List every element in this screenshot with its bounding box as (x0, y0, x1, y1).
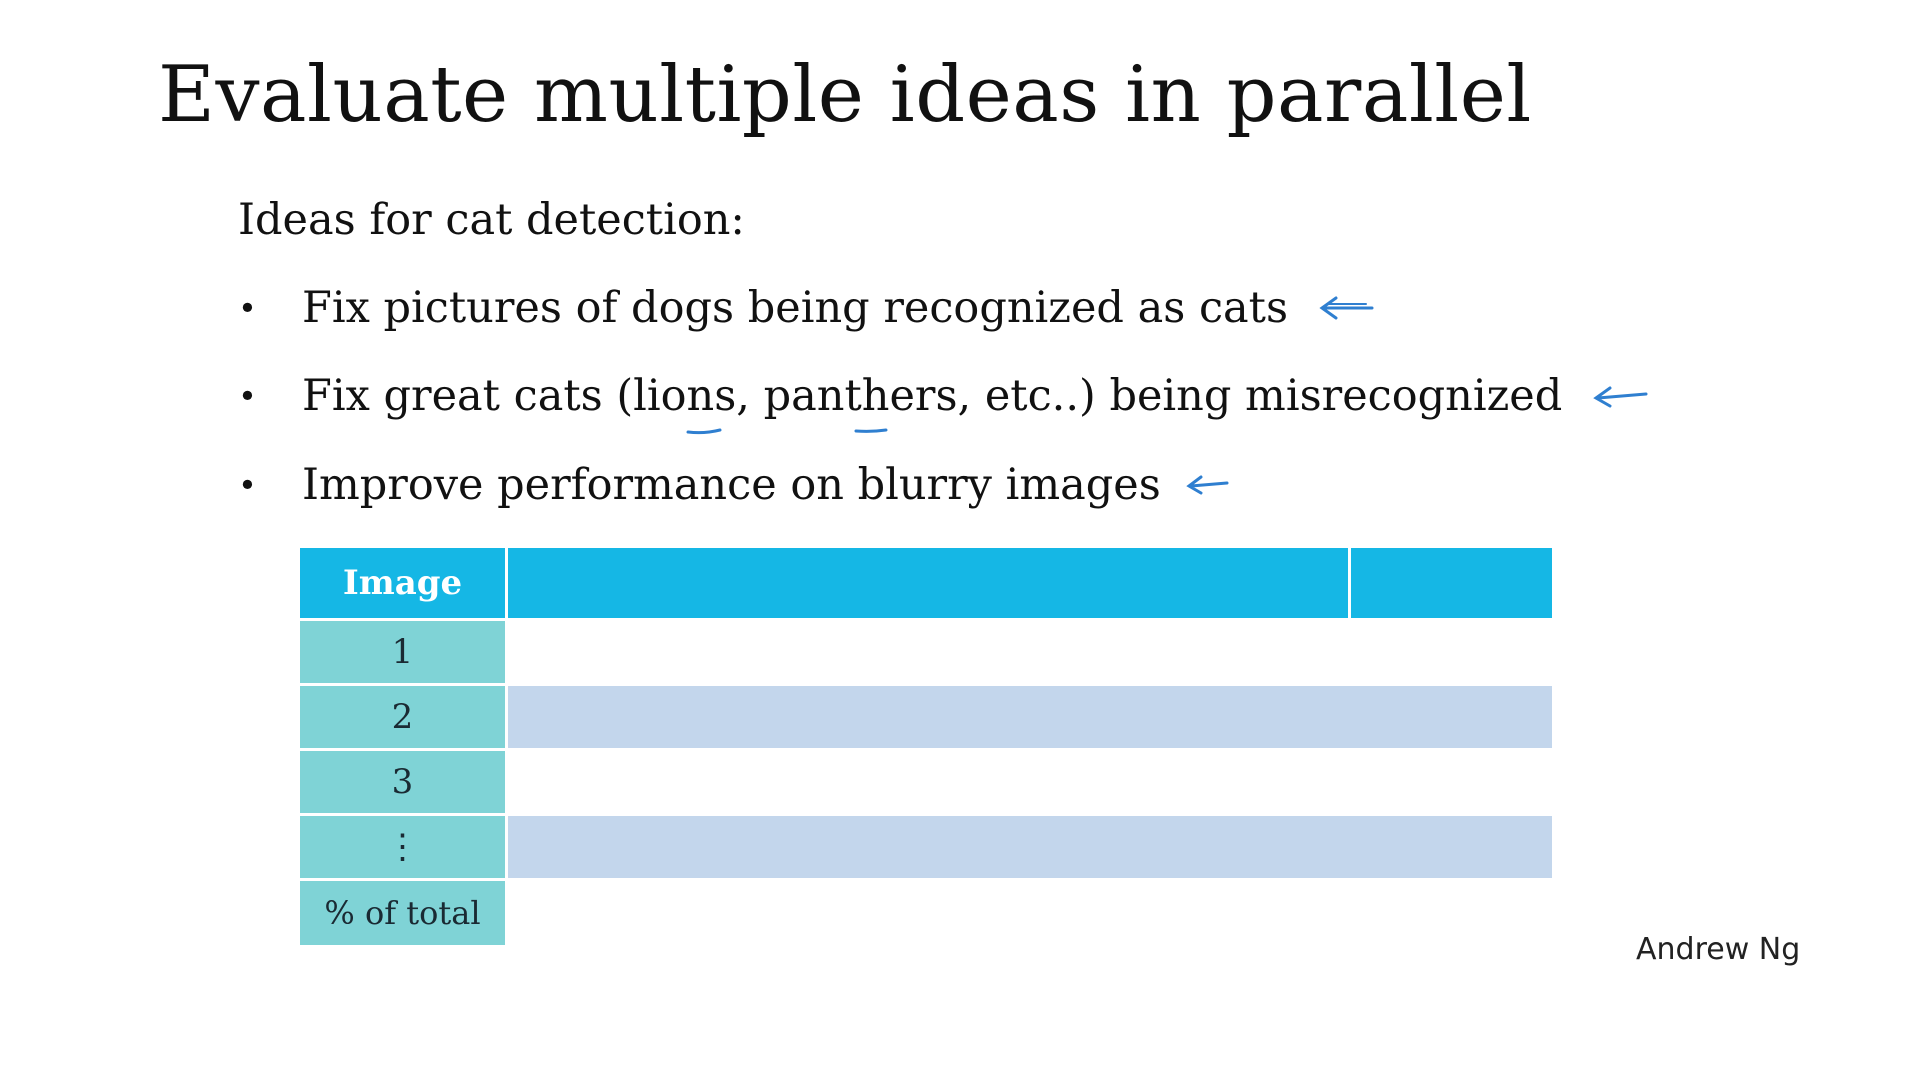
table-row-label: 2 (300, 686, 505, 748)
bullet-text: Fix great cats (lions, panthers, etc..) … (302, 371, 1563, 421)
bullet-marker: • (238, 377, 257, 415)
table-footer-row: % of total (300, 881, 1552, 945)
bullet-item-2: • Fix great cats (lions, panthers, etc..… (238, 366, 1650, 426)
bullet-marker: • (238, 466, 257, 504)
table-header-image: Image (300, 548, 505, 618)
slide-subtitle: Ideas for cat detection: (238, 195, 745, 245)
table-header-cell (1351, 548, 1552, 618)
bullet-text: Fix pictures of dogs being recognized as… (302, 283, 1289, 333)
table-row-label: ⋮ (300, 816, 505, 878)
table-footer-label: % of total (300, 881, 505, 945)
table-row: 2 (300, 686, 1552, 748)
table-row: 1 (300, 621, 1552, 683)
table-row-label: 1 (300, 621, 505, 683)
error-analysis-table: Image 1 2 3 ⋮ % of total (300, 548, 1552, 945)
hand-drawn-arrow-icon (1590, 378, 1650, 414)
bullet-item-1: • Fix pictures of dogs being recognized … (238, 278, 1376, 338)
table-row-label: 3 (300, 751, 505, 813)
bullet-marker: • (238, 289, 257, 327)
table-row-body (508, 816, 1552, 878)
hand-drawn-arrow-icon (1183, 467, 1233, 503)
table-row: ⋮ (300, 816, 1552, 878)
bullet-text: Improve performance on blurry images (302, 460, 1161, 510)
bullet-item-3: • Improve performance on blurry images (238, 455, 1233, 515)
hand-drawn-underline-icon (686, 428, 888, 435)
table-header-cell (508, 548, 1348, 618)
table-row-body (508, 751, 1552, 813)
table-row: 3 (300, 751, 1552, 813)
table-row-body (508, 686, 1552, 748)
slide-title: Evaluate multiple ideas in parallel (158, 50, 1532, 140)
table-header-row: Image (300, 548, 1552, 618)
author-credit: Andrew Ng (1636, 932, 1801, 967)
table-row-body (508, 621, 1552, 683)
hand-drawn-arrow-icon (1316, 290, 1376, 326)
